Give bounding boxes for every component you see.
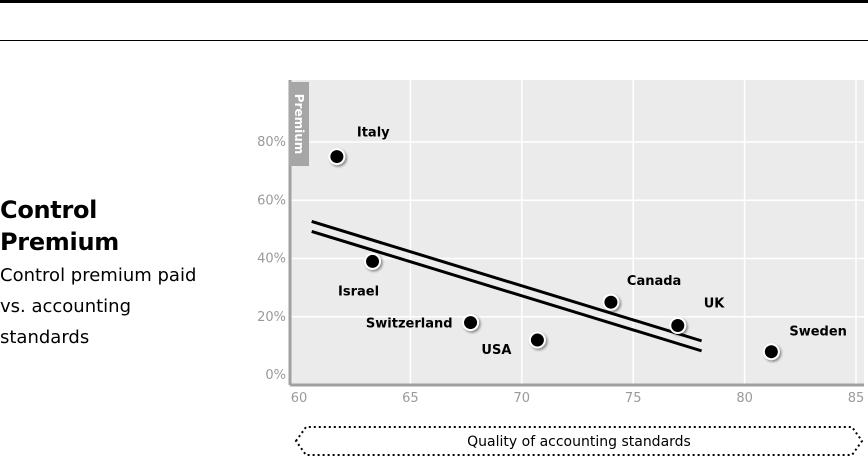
data-point bbox=[464, 316, 478, 330]
x-tick-label: 65 bbox=[402, 391, 419, 406]
trend-line bbox=[311, 230, 703, 353]
top-rule bbox=[0, 0, 868, 3]
data-point bbox=[604, 295, 618, 309]
y-tick-label: 80% bbox=[257, 135, 286, 150]
data-point bbox=[530, 333, 544, 347]
tick-labels: 60 65 70 75 80 85 0% 20% 40% 60% 80% bbox=[257, 135, 864, 406]
data-point-label: Israel bbox=[338, 284, 379, 299]
trend-lines bbox=[311, 220, 703, 353]
x-tick-label: 70 bbox=[514, 391, 531, 406]
x-tick-label: 60 bbox=[291, 391, 308, 406]
x-tick-label: 75 bbox=[625, 391, 642, 406]
data-point-label: Switzerland bbox=[366, 317, 453, 332]
x-axis-label: Quality of accounting standards bbox=[294, 426, 864, 456]
y-axis-label-tab bbox=[289, 82, 309, 166]
chart-subtitle: Control premium paid vs. accounting stan… bbox=[0, 265, 197, 348]
x-axis-label-text: Quality of accounting standards bbox=[467, 434, 691, 450]
data-point bbox=[671, 318, 685, 332]
data-points: Italy Israel Switzerland USA Canada UK Sweden bbox=[328, 126, 847, 361]
plot-background bbox=[290, 80, 864, 385]
data-point-label: Sweden bbox=[789, 325, 847, 340]
y-axis-label-text: Premium bbox=[292, 94, 306, 155]
chart-title: Control Premium bbox=[0, 196, 119, 256]
y-tick-label: 0% bbox=[265, 368, 286, 383]
data-point-label: USA bbox=[481, 343, 511, 358]
data-point-label: Canada bbox=[627, 274, 681, 289]
x-axis-label-box bbox=[294, 426, 864, 456]
y-axis-label: Premium bbox=[289, 82, 309, 166]
trend-line bbox=[311, 220, 703, 343]
header-divider bbox=[0, 40, 868, 41]
y-tick-label: 40% bbox=[257, 252, 286, 267]
gridlines bbox=[290, 80, 864, 385]
data-point-label: Italy bbox=[357, 126, 390, 141]
data-point-label: UK bbox=[704, 296, 726, 311]
x-tick-label: 85 bbox=[848, 391, 865, 406]
x-tick-label: 80 bbox=[736, 391, 753, 406]
data-point bbox=[330, 150, 344, 164]
data-point bbox=[764, 345, 778, 359]
data-point bbox=[366, 254, 380, 268]
y-tick-label: 20% bbox=[257, 310, 286, 325]
y-tick-label: 60% bbox=[257, 193, 286, 208]
